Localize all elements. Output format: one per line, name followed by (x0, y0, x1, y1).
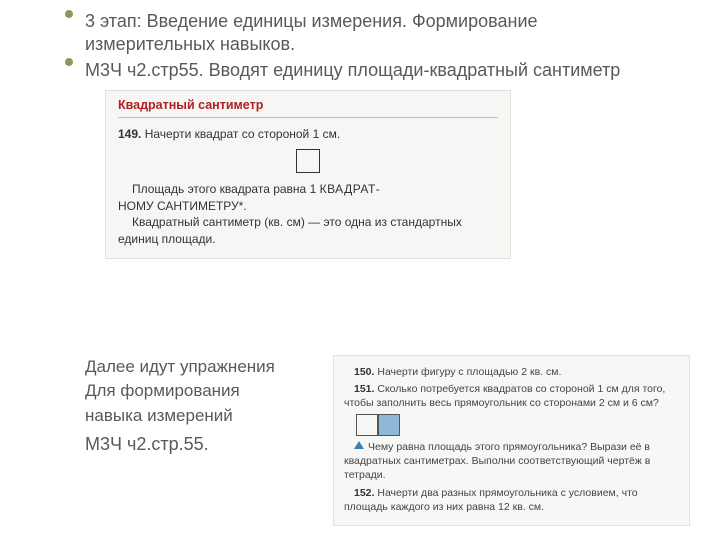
question-block: Чему равна площадь этого прямоугольника?… (344, 440, 679, 483)
lower-line2: Для формирования (85, 379, 315, 404)
task-number: 149. (118, 127, 141, 141)
lower-line1: Далее идут упражнения (85, 355, 315, 380)
textbook-excerpt-1: Квадратный сантиметр 149. Начерти квадра… (105, 90, 511, 259)
lower-ref: М3Ч ч2.стр.55. (85, 431, 315, 457)
task-text: Начерти квадрат со стороной 1 см. (145, 127, 340, 141)
task-152: 152. Начерти два разных прямоугольника с… (344, 486, 679, 514)
heading-line1: 3 этап: Введение единицы измерения. Форм… (85, 10, 665, 55)
rectangle-figure (356, 414, 679, 436)
lower-text-block: Далее идут упражнения Для формирования н… (85, 355, 315, 457)
textbook-excerpt-2: 150. Начерти фигуру с площадью 2 кв. см.… (333, 355, 690, 526)
triangle-icon (354, 441, 364, 449)
grid-cell-shaded (378, 414, 400, 436)
heading-line2: М3Ч ч2.стр55. Вводят единицу площади-ква… (85, 59, 665, 82)
task-151: 151. Сколько потребуется квадратов со ст… (344, 382, 679, 410)
excerpt1-body: Площадь этого квадрата равна 1 КВАДРАТ- (118, 181, 498, 198)
excerpt1-task: 149. Начерти квадрат со стороной 1 см. (118, 126, 498, 143)
square-1cm-figure (296, 149, 320, 173)
slide: 3 этап: Введение единицы измерения. Форм… (0, 0, 720, 540)
lower-row: Далее идут упражнения Для формирования н… (85, 355, 690, 526)
excerpt1-body3: Квадратный сантиметр (кв. см) — это одна… (118, 214, 498, 248)
excerpt1-title: Квадратный сантиметр (118, 97, 498, 119)
bullet-icon (65, 10, 73, 18)
excerpt1-body2: НОМУ САНТИМЕТРУ*. (118, 198, 498, 215)
bullet-icon (65, 58, 73, 66)
lower-line3: навыка измерений (85, 404, 315, 429)
task-150: 150. Начерти фигуру с площадью 2 кв. см. (344, 365, 679, 379)
grid-cell (356, 414, 378, 436)
